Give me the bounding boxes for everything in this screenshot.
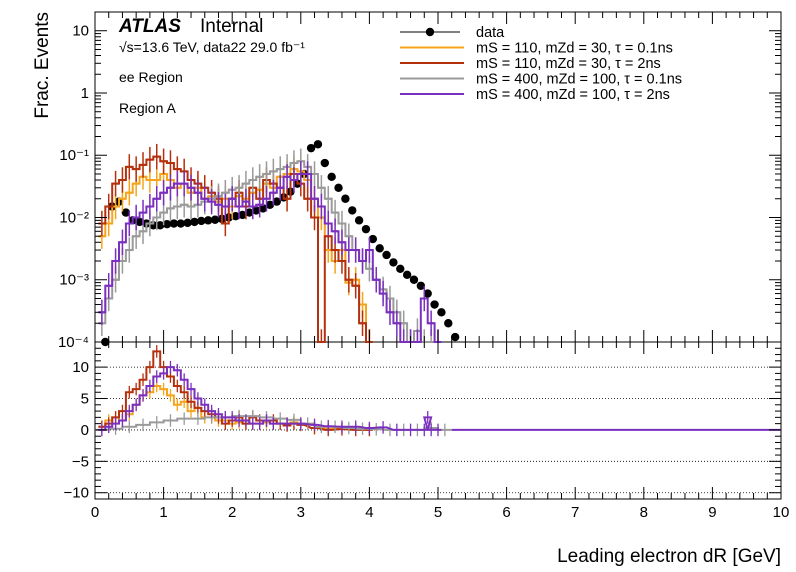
data-point [176, 219, 185, 228]
data-point [313, 140, 323, 149]
data-point [265, 200, 275, 209]
region-label-1: ee Region [119, 69, 183, 85]
x-tick-label: 4 [365, 504, 373, 521]
data-point [190, 217, 199, 227]
ratio-y-tick-label: −5 [72, 453, 89, 470]
data-point [341, 194, 350, 203]
legend-marker [425, 27, 435, 37]
x-tick-label: 5 [434, 504, 442, 521]
atlas-label: ATLAS [118, 16, 181, 37]
ratio-step-line [98, 366, 442, 431]
data-point [121, 208, 131, 217]
data-point [162, 220, 172, 229]
main-panel-series [98, 140, 460, 347]
x-tick-label: 9 [708, 504, 716, 521]
ratio-step-line [98, 385, 373, 431]
data-point [231, 211, 240, 221]
data-point [258, 204, 268, 213]
data-point [183, 218, 192, 228]
energy-label: √s=13.6 TeV, data22 29.0 fb⁻¹ [119, 39, 305, 55]
main-y-tick-label: 10⁻¹ [59, 147, 89, 164]
data-point [402, 270, 412, 280]
data-point [197, 216, 206, 226]
main-y-tick-label: 10⁻² [59, 209, 89, 226]
histogram-step-line [98, 155, 373, 343]
ratio-series-3 [98, 360, 442, 437]
data-point [444, 319, 453, 328]
data-point [252, 206, 261, 215]
data-point [416, 281, 426, 290]
data-point [389, 258, 398, 267]
data-point [306, 143, 316, 153]
axis-tick-labels: 10 1 10⁻¹ 10⁻² 10⁻³ 10⁻⁴ 0 1 2 3 4 5 6 7 8 9 10 10 5 0 −5 −10 [58, 23, 789, 521]
x-tick-label: 6 [502, 504, 510, 521]
data-point [430, 300, 439, 309]
data-point [354, 216, 364, 225]
x-tick-label: 2 [228, 504, 236, 521]
data-point [361, 224, 371, 234]
data-point [334, 183, 343, 192]
ratio-step-line [98, 350, 373, 431]
data-point [135, 217, 144, 227]
data-point [238, 210, 247, 220]
data-point [348, 206, 357, 215]
data-point [450, 332, 460, 342]
x-tick-label: 1 [159, 504, 167, 521]
data-point [320, 158, 330, 168]
x-tick-label: 8 [640, 504, 648, 521]
data-point [169, 219, 179, 228]
x-tick-label: 7 [571, 504, 579, 521]
legend-entry-label: mS = 400, mZd = 100, τ = 0.1ns [476, 72, 682, 88]
data-point [155, 221, 165, 230]
x-tick-label: 3 [297, 504, 305, 521]
data-point [382, 250, 391, 260]
main-y-tick-label: 10⁻³ [59, 272, 89, 289]
data-point [396, 264, 405, 273]
data-point [203, 216, 213, 225]
ratio-y-tick-label: 10 [72, 359, 89, 376]
data-point [423, 289, 432, 298]
main-y-tick-label: 10 [72, 23, 89, 40]
data-point [272, 197, 281, 206]
histogram-step-line [98, 173, 442, 343]
data-point [409, 275, 419, 284]
legend-entry-label: data [476, 25, 505, 41]
data-point [375, 244, 384, 253]
data-point [245, 208, 254, 217]
legend-entry-label: mS = 400, mZd = 100, τ = 2ns [476, 87, 670, 103]
atlas-status: Internal [200, 16, 263, 37]
axis-ticks [94, 11, 782, 500]
main-y-tick-label: 1 [81, 85, 89, 102]
ratio-y-tick-label: 5 [81, 391, 89, 408]
x-tick-label: 0 [91, 504, 99, 521]
data-point [210, 215, 220, 224]
x-tick-label: 10 [773, 504, 790, 521]
signal-series-4 [98, 161, 442, 343]
x-axis-title: Leading electron dR [GeV] [557, 546, 781, 567]
y-axis-title: Frac. Events [32, 12, 53, 119]
ratio-y-tick-label: −10 [64, 485, 89, 502]
data-point [368, 234, 378, 244]
legend-entry-label: mS = 110, mZd = 30, τ = 2ns [476, 56, 661, 72]
region-label-2: Region A [119, 100, 176, 116]
main-y-tick-label: 10⁻⁴ [58, 334, 89, 351]
data-point [437, 308, 446, 317]
data-point [327, 172, 336, 182]
legend-entry-label: mS = 110, mZd = 30, τ = 0.1ns [476, 41, 673, 57]
ratio-panel-series [95, 345, 781, 437]
ratio-y-tick-label: 0 [81, 422, 89, 439]
